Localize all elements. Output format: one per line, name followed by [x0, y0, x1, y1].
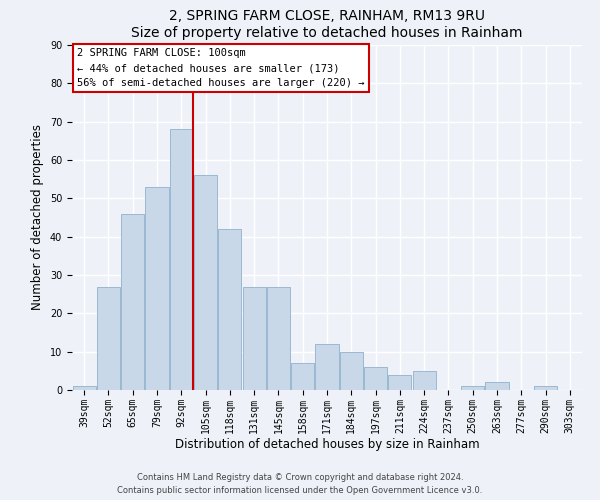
Bar	[340, 352, 363, 390]
Title: 2, SPRING FARM CLOSE, RAINHAM, RM13 9RU
Size of property relative to detached ho: 2, SPRING FARM CLOSE, RAINHAM, RM13 9RU …	[131, 10, 523, 40]
Bar	[145, 187, 169, 390]
Y-axis label: Number of detached properties: Number of detached properties	[31, 124, 44, 310]
Bar	[218, 229, 241, 390]
Bar	[534, 386, 557, 390]
Bar	[267, 286, 290, 390]
Bar	[485, 382, 509, 390]
Bar	[291, 363, 314, 390]
Bar	[461, 386, 484, 390]
Bar	[413, 371, 436, 390]
Bar	[170, 130, 193, 390]
X-axis label: Distribution of detached houses by size in Rainham: Distribution of detached houses by size …	[175, 438, 479, 452]
Bar	[121, 214, 144, 390]
Bar	[73, 386, 95, 390]
Bar	[364, 367, 387, 390]
Text: Contains HM Land Registry data © Crown copyright and database right 2024.
Contai: Contains HM Land Registry data © Crown c…	[118, 474, 482, 495]
Bar	[194, 176, 217, 390]
Bar	[388, 374, 412, 390]
Bar	[316, 344, 338, 390]
Bar	[242, 286, 266, 390]
Bar	[97, 286, 120, 390]
Text: 2 SPRING FARM CLOSE: 100sqm
← 44% of detached houses are smaller (173)
56% of se: 2 SPRING FARM CLOSE: 100sqm ← 44% of det…	[77, 48, 365, 88]
